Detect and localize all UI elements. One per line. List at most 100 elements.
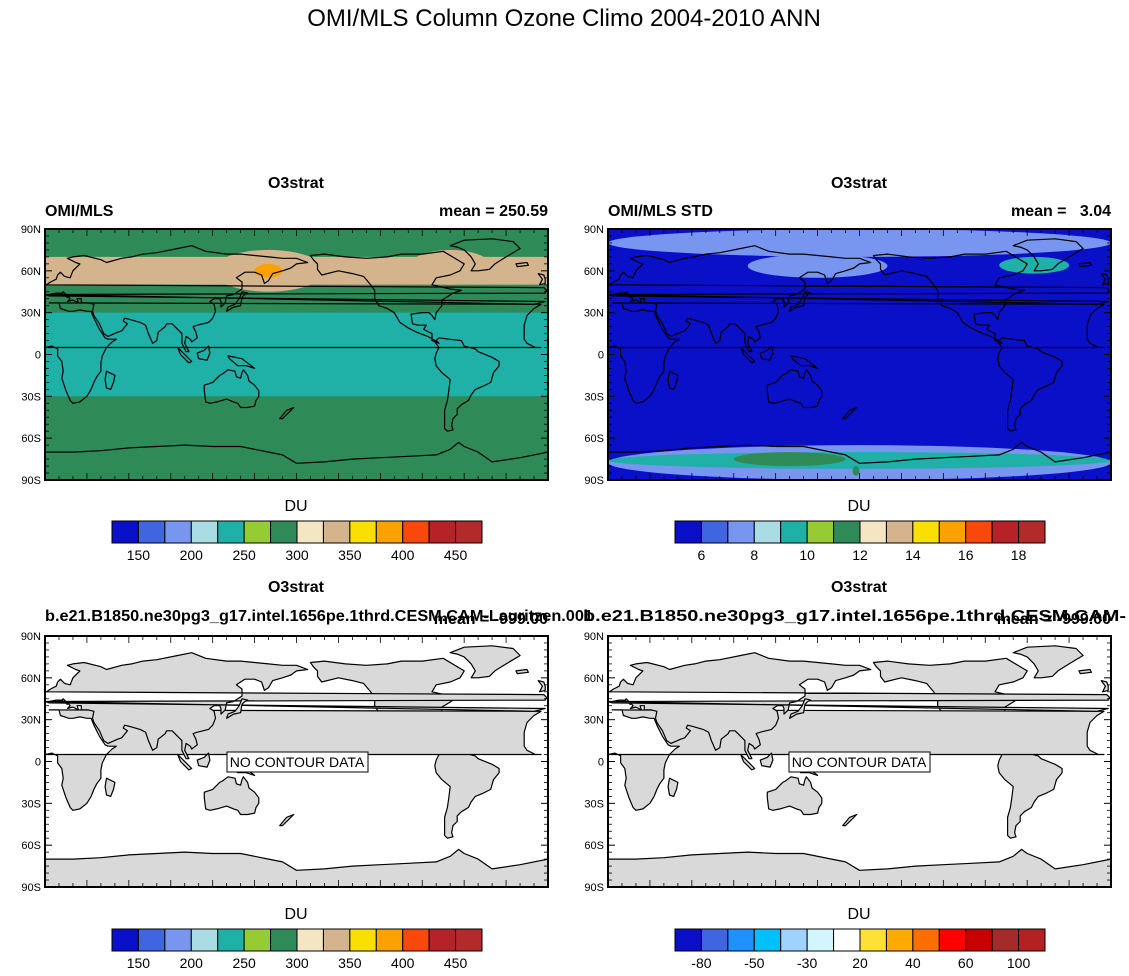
coastline	[759, 345, 774, 361]
colorbar-label: -80	[691, 955, 711, 971]
coastline	[766, 776, 823, 816]
colorbar-box	[806, 520, 835, 544]
colorbar-box	[111, 520, 139, 544]
panel-right-label: mean = -999.00	[997, 611, 1111, 628]
colorbar: 150 200 250 300 350 400 450	[111, 520, 483, 563]
colorbar-box	[965, 928, 993, 952]
colorbar-box	[375, 928, 404, 952]
coastline	[45, 245, 548, 353]
colorbar-label: 450	[444, 955, 468, 971]
lat-tick-label: 60N	[584, 266, 604, 278]
colorbar-box	[780, 520, 808, 544]
lat-tick-label: 0	[35, 757, 41, 769]
colorbar-label: 350	[338, 547, 362, 563]
panel-right-label: mean = -999.00	[434, 611, 548, 628]
contour-band	[45, 438, 548, 453]
contour-maximum	[419, 259, 465, 278]
colorbar-box	[349, 520, 377, 544]
panel-model-mean: O3strat b.e21.B1850.ne30pg3_g17.intel.16…	[21, 579, 593, 971]
coastline	[608, 302, 1105, 404]
coastline	[997, 337, 1063, 432]
lat-tick-label: 60N	[21, 673, 41, 685]
lat-tick-label: 90S	[584, 882, 604, 894]
colorbar-label: 14	[905, 547, 921, 563]
panel-left-label: b.e21.B1850.ne30pg3_g17.intel.1656pe.1th…	[45, 608, 593, 625]
coastline	[667, 777, 679, 797]
colorbar-box	[322, 520, 351, 544]
colorbar-box	[296, 928, 324, 952]
figure-title: OMI/MLS Column Ozone Climo 2004-2010 ANN	[307, 5, 821, 32]
coastlines	[45, 645, 548, 887]
colorbar-label: 40	[905, 955, 921, 971]
panel-left-label: OMI/MLS STD	[608, 203, 713, 220]
colorbar-label: 200	[180, 547, 204, 563]
coastline	[226, 291, 249, 312]
panel-obs-std: O3strat OMI/MLS STD mean = 3.04 90N 60N 30…	[584, 175, 1112, 563]
colorbar-box	[428, 928, 457, 952]
no-data-box	[226, 751, 369, 773]
coastline	[104, 370, 116, 390]
contour-field	[608, 229, 1111, 480]
coastlines	[45, 238, 548, 480]
colorbar-label: 6	[698, 547, 706, 563]
panel-title: O3strat	[268, 579, 325, 596]
lat-tick-label: 90N	[584, 224, 604, 236]
lat-tick-label: 0	[598, 757, 604, 769]
colorbar-box	[190, 520, 219, 544]
lat-tick-label: 60S	[21, 840, 41, 852]
lat-tick-label: 90S	[21, 475, 41, 487]
colorbar-label: 350	[338, 955, 362, 971]
colorbar-box	[137, 928, 166, 952]
coastline	[608, 245, 1111, 353]
coastline	[434, 744, 500, 839]
coastline	[279, 406, 295, 420]
coastline	[226, 698, 249, 719]
colorbar-box	[402, 520, 430, 544]
coastline	[667, 370, 679, 390]
coastline	[434, 337, 500, 432]
colorbar-box	[833, 928, 861, 952]
lat-tick-label: 30S	[584, 391, 604, 403]
colorbar: -80 -50 -30 20 40 60 100	[674, 928, 1046, 971]
coastline	[608, 709, 1105, 811]
colorbar-box	[674, 520, 702, 544]
coastline	[203, 776, 260, 816]
colorbar-box	[322, 928, 351, 952]
contour-band	[45, 312, 548, 334]
colorbar-title: DU	[847, 498, 870, 515]
panel-left-label: OMI/MLS	[45, 203, 114, 220]
lat-axis: 90N 60N 30N 0 30S 60S 90S	[584, 224, 1112, 487]
colorbar-box	[270, 520, 298, 544]
colorbar-box	[1018, 928, 1046, 952]
coastline	[537, 680, 546, 693]
colorbar-box	[217, 928, 245, 952]
colorbar-box	[217, 520, 245, 544]
lat-tick-label: 60S	[584, 840, 604, 852]
colorbar-box	[938, 520, 967, 544]
colorbar-box	[727, 928, 755, 952]
colorbar-title: DU	[284, 906, 307, 923]
colorbar-box	[912, 928, 940, 952]
coastline	[842, 813, 858, 827]
contour-feature	[608, 452, 1111, 469]
coastline	[279, 813, 295, 827]
colorbar-box	[700, 520, 729, 544]
coastline	[203, 369, 260, 409]
colorbar-box	[938, 928, 967, 952]
colorbar-label: 100	[1007, 955, 1031, 971]
coastline	[196, 345, 211, 361]
colorbar: 6 8 10 12 14 16 18	[674, 520, 1046, 563]
lat-tick-label: 30S	[21, 391, 41, 403]
colorbar-label: 8	[750, 547, 758, 563]
lat-axis: 90N 60N 30N 0 30S 60S 90S	[21, 631, 549, 894]
colorbar-label: 400	[391, 955, 415, 971]
colorbar-label: 200	[180, 955, 204, 971]
coastline	[45, 302, 542, 404]
contour-field	[45, 229, 548, 480]
colorbar-label: -30	[797, 955, 817, 971]
coastline	[196, 752, 211, 768]
panel-title: O3strat	[831, 175, 888, 192]
colorbar-box	[137, 520, 166, 544]
lat-tick-label: 60S	[584, 433, 604, 445]
lat-tick-label: 30S	[21, 798, 41, 810]
